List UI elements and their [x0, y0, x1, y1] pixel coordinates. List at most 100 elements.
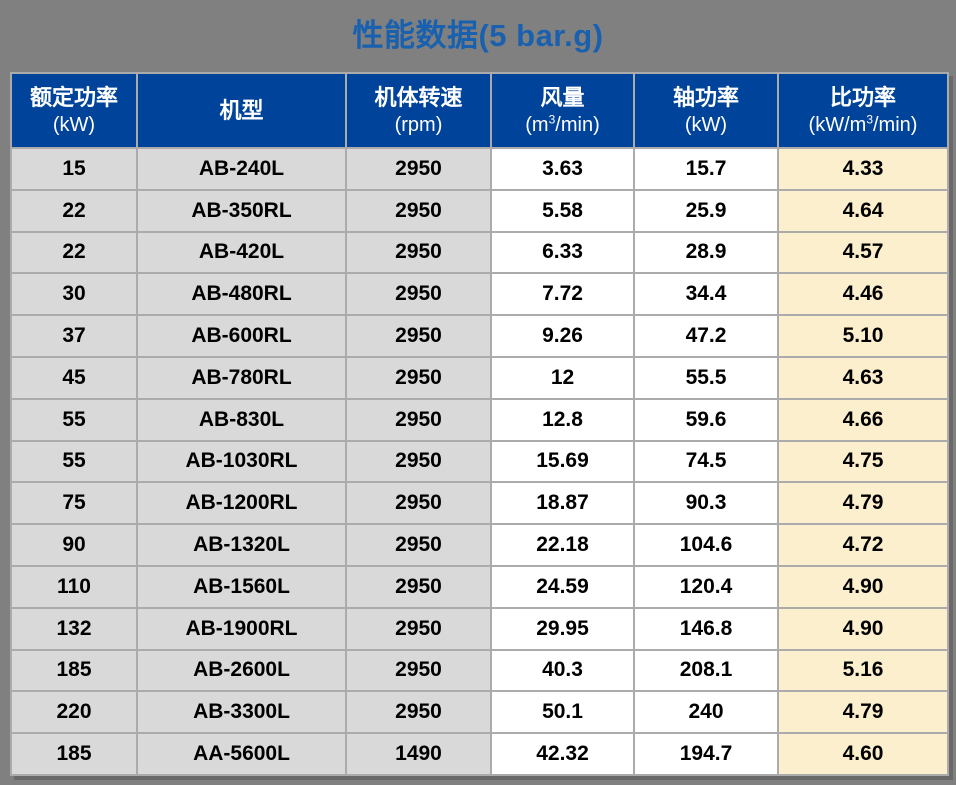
- cell-shaft-power: 90.3: [633, 481, 779, 526]
- cell-model: AB-350RL: [136, 188, 347, 233]
- cell-speed: 2950: [345, 523, 492, 567]
- cell-rated-power: 220: [10, 690, 138, 735]
- performance-table: 额定功率 (kW) 机型 机体转速 (rpm) 风量 (m3/min) 轴功率 …: [10, 72, 949, 776]
- cell-speed: 2950: [345, 606, 492, 651]
- cell-air-flow: 50.1: [490, 690, 635, 735]
- cell-specific-power: 5.10: [777, 314, 949, 358]
- cell-speed: 2950: [345, 355, 492, 400]
- cell-rated-power: 185: [10, 648, 138, 693]
- cell-specific-power: 4.33: [777, 147, 949, 191]
- cell-rated-power: 110: [10, 564, 138, 609]
- cell-air-flow: 22.18: [490, 523, 635, 567]
- cell-air-flow: 12.8: [490, 397, 635, 442]
- col-header-label: 风量: [540, 84, 585, 110]
- table-row: 75 AB-1200RL 2950 18.87 90.3 4.79: [10, 481, 949, 526]
- col-header-speed: 机体转速 (rpm): [345, 72, 492, 149]
- cell-specific-power: 4.66: [777, 397, 949, 442]
- cell-shaft-power: 59.6: [633, 397, 779, 442]
- cell-speed: 2950: [345, 439, 492, 484]
- cell-rated-power: 90: [10, 523, 138, 567]
- cell-air-flow: 18.87: [490, 481, 635, 526]
- col-header-label: 机体转速: [374, 84, 463, 110]
- table-row: 22 AB-420L 2950 6.33 28.9 4.57: [10, 230, 949, 275]
- cell-air-flow: 29.95: [490, 606, 635, 651]
- table-row: 22 AB-350RL 2950 5.58 25.9 4.64: [10, 188, 949, 233]
- col-header-unit: (kW/m3/min): [808, 112, 918, 137]
- table-row: 220 AB-3300L 2950 50.1 240 4.79: [10, 690, 949, 735]
- table-row: 30 AB-480RL 2950 7.72 34.4 4.46: [10, 272, 949, 317]
- cell-model: AB-240L: [136, 147, 347, 191]
- cell-rated-power: 22: [10, 230, 138, 275]
- cell-air-flow: 5.58: [490, 188, 635, 233]
- table-row: 55 AB-1030RL 2950 15.69 74.5 4.75: [10, 439, 949, 484]
- cell-air-flow: 15.69: [490, 439, 635, 484]
- cell-specific-power: 4.72: [777, 523, 949, 567]
- cell-rated-power: 75: [10, 481, 138, 526]
- table-row: 15 AB-240L 2950 3.63 15.7 4.33: [10, 147, 949, 191]
- col-header-air-flow: 风量 (m3/min): [490, 72, 635, 149]
- cell-shaft-power: 47.2: [633, 314, 779, 358]
- cell-speed: 2950: [345, 147, 492, 191]
- cell-model: AB-600RL: [136, 314, 347, 358]
- cell-speed: 2950: [345, 564, 492, 609]
- cell-rated-power: 37: [10, 314, 138, 358]
- cell-model: AB-1030RL: [136, 439, 347, 484]
- cell-air-flow: 3.63: [490, 147, 635, 191]
- cell-rated-power: 55: [10, 439, 138, 484]
- cell-specific-power: 4.64: [777, 188, 949, 233]
- cell-specific-power: 4.90: [777, 564, 949, 609]
- cell-air-flow: 12: [490, 355, 635, 400]
- cell-rated-power: 22: [10, 188, 138, 233]
- col-header-rated-power: 额定功率 (kW): [10, 72, 138, 149]
- table-row: 90 AB-1320L 2950 22.18 104.6 4.72: [10, 523, 949, 567]
- cell-rated-power: 30: [10, 272, 138, 317]
- cell-shaft-power: 74.5: [633, 439, 779, 484]
- cell-specific-power: 4.63: [777, 355, 949, 400]
- cell-air-flow: 40.3: [490, 648, 635, 693]
- cell-air-flow: 9.26: [490, 314, 635, 358]
- cell-specific-power: 5.16: [777, 648, 949, 693]
- cell-rated-power: 185: [10, 732, 138, 776]
- cell-air-flow: 24.59: [490, 564, 635, 609]
- cell-speed: 2950: [345, 230, 492, 275]
- col-header-model: 机型: [136, 72, 347, 149]
- cell-model: AB-3300L: [136, 690, 347, 735]
- cell-shaft-power: 34.4: [633, 272, 779, 317]
- cell-air-flow: 7.72: [490, 272, 635, 317]
- cell-rated-power: 55: [10, 397, 138, 442]
- page-title: 性能数据(5 bar.g): [352, 18, 604, 53]
- col-header-unit: (kW): [684, 114, 728, 137]
- cell-shaft-power: 194.7: [633, 732, 779, 776]
- cell-model: AB-1560L: [136, 564, 347, 609]
- cell-model: AB-480RL: [136, 272, 347, 317]
- cell-specific-power: 4.79: [777, 481, 949, 526]
- table-row: 45 AB-780RL 2950 12 55.5 4.63: [10, 355, 949, 400]
- cell-model: AB-420L: [136, 230, 347, 275]
- cell-rated-power: 132: [10, 606, 138, 651]
- cell-speed: 2950: [345, 188, 492, 233]
- cell-shaft-power: 208.1: [633, 648, 779, 693]
- cell-specific-power: 4.90: [777, 606, 949, 651]
- col-header-specific-power: 比功率 (kW/m3/min): [777, 72, 949, 149]
- cell-shaft-power: 240: [633, 690, 779, 735]
- cell-shaft-power: 25.9: [633, 188, 779, 233]
- cell-speed: 2950: [345, 648, 492, 693]
- col-header-unit: (m3/min): [525, 112, 600, 137]
- cell-model: AB-1320L: [136, 523, 347, 567]
- cell-rated-power: 45: [10, 355, 138, 400]
- cell-shaft-power: 104.6: [633, 523, 779, 567]
- cell-model: AB-780RL: [136, 355, 347, 400]
- cell-speed: 2950: [345, 314, 492, 358]
- cell-model: AB-2600L: [136, 648, 347, 693]
- header-row: 额定功率 (kW) 机型 机体转速 (rpm) 风量 (m3/min) 轴功率 …: [10, 72, 949, 149]
- cell-speed: 2950: [345, 481, 492, 526]
- cell-shaft-power: 120.4: [633, 564, 779, 609]
- cell-speed: 2950: [345, 397, 492, 442]
- cell-air-flow: 42.32: [490, 732, 635, 776]
- cell-air-flow: 6.33: [490, 230, 635, 275]
- table-row: 55 AB-830L 2950 12.8 59.6 4.66: [10, 397, 949, 442]
- cell-specific-power: 4.75: [777, 439, 949, 484]
- cell-model: AB-1900RL: [136, 606, 347, 651]
- cell-specific-power: 4.60: [777, 732, 949, 776]
